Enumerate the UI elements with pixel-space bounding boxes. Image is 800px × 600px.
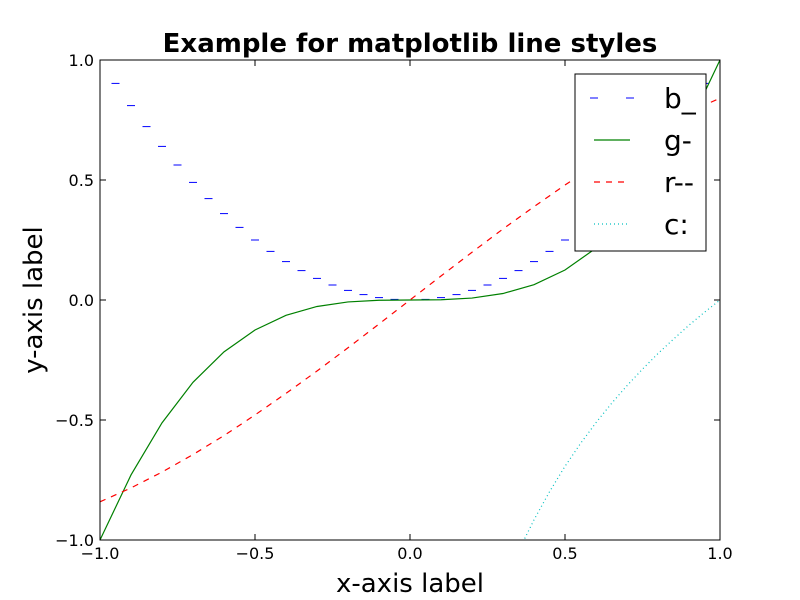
- x-tick-label: −1.0: [81, 544, 120, 563]
- legend-label-c: c:: [664, 208, 689, 241]
- legend-label-b: b_: [664, 82, 697, 115]
- legend-label-r: r--: [664, 166, 694, 199]
- x-tick-label: 1.0: [707, 544, 732, 563]
- y-tick-label: −1.0: [55, 531, 94, 550]
- legend-box: [574, 73, 707, 252]
- x-axis-label: x-axis label: [336, 569, 484, 599]
- legend-label-g: g-: [664, 124, 692, 157]
- y-tick-label: −0.5: [55, 411, 94, 430]
- x-tick-label: −0.5: [236, 544, 275, 563]
- x-tick-label: 0.5: [552, 544, 577, 563]
- y-axis-label: y-axis label: [19, 226, 49, 374]
- y-tick-label: 0.0: [69, 291, 94, 310]
- chart-title: Example for matplotlib line styles: [163, 29, 658, 59]
- series-c-line: [524, 299, 720, 539]
- y-tick-label: 0.5: [69, 171, 94, 190]
- legend: b_ g-r-- c:: [574, 73, 707, 252]
- x-tick-label: 0.0: [397, 544, 422, 563]
- axis-ticks: −1.0 −0.5 0.0 0.5 1.0 −1.0 −0.5 0.0 0.5 1.0: [55, 51, 733, 563]
- plot-area-frame: [99, 59, 721, 541]
- y-tick-label: 1.0: [69, 51, 94, 70]
